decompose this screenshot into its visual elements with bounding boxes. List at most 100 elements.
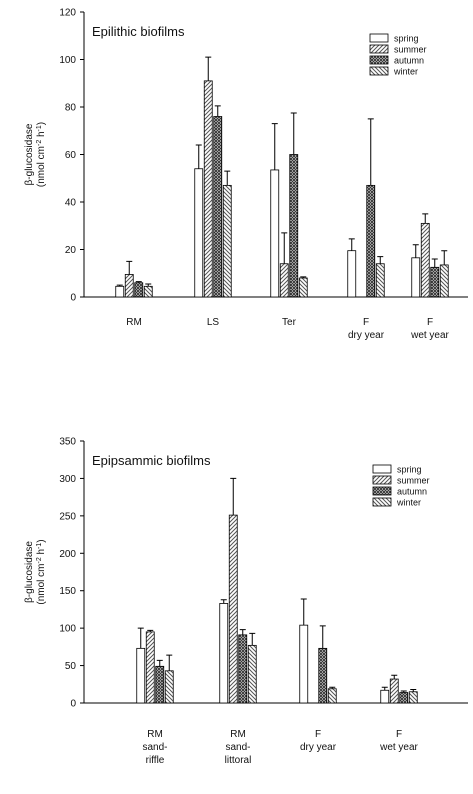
error-bar <box>214 105 221 117</box>
bar <box>411 257 421 298</box>
chart-title: Epilithic biofilms <box>92 24 185 39</box>
y-tick-label: 100 <box>59 624 76 635</box>
y-tick-label: 60 <box>65 150 77 161</box>
x-tick-line: LS <box>207 317 220 328</box>
error-bar <box>239 629 246 635</box>
error-bar <box>441 250 448 265</box>
bar <box>380 689 390 704</box>
bar <box>298 277 308 298</box>
legend-label: winter <box>396 498 421 508</box>
legend-label: summer <box>397 476 430 486</box>
y-tick-label: 20 <box>65 245 77 256</box>
y-axis-label: β-glucosidase <box>24 541 35 603</box>
x-tick-label: RM <box>126 317 142 328</box>
x-tick-line: F <box>396 729 402 740</box>
x-tick-label: RM sand-littoral <box>225 729 252 766</box>
error-bar <box>412 244 419 258</box>
y-axis-unit: (nmol cm-2 h-1) <box>36 122 48 187</box>
legend-swatch <box>372 475 392 485</box>
x-tick-label: LS <box>207 317 220 328</box>
x-tick-line: RM <box>147 729 163 740</box>
x-tick-line: wet year <box>379 742 418 753</box>
y-axis-unit: (nmol cm-2 h-1) <box>36 539 48 604</box>
error-bar <box>422 213 429 224</box>
y-axis-label: β-glucosidase <box>24 123 35 185</box>
error-bar <box>319 625 326 649</box>
bar <box>327 688 337 704</box>
error-bar <box>126 260 133 275</box>
unit-part: -1 <box>36 125 43 131</box>
legend-swatch <box>369 44 389 54</box>
unit-part: -2 <box>36 140 43 146</box>
unit-part: ) <box>36 122 47 125</box>
x-tick-label: Ter <box>282 317 297 328</box>
legend-swatch <box>372 497 392 507</box>
error-bar <box>300 598 307 626</box>
x-tick-line: F <box>363 317 369 328</box>
y-tick-label: 80 <box>65 103 77 114</box>
bar <box>164 670 174 704</box>
error-bar <box>205 56 212 81</box>
error-bar <box>166 654 173 671</box>
unit-part: -2 <box>36 557 43 563</box>
error-bar <box>220 599 227 604</box>
y-tick-label: 350 <box>59 437 76 448</box>
y-tick-label: 120 <box>59 8 76 19</box>
error-bar <box>145 283 152 287</box>
bar <box>375 263 385 298</box>
legend-label: winter <box>393 67 418 77</box>
x-tick-line: F <box>315 729 321 740</box>
error-bar <box>410 689 417 692</box>
y-tick-label: 250 <box>59 511 76 522</box>
x-tick-line: Ter <box>282 317 297 328</box>
y-tick-label: 40 <box>65 198 77 209</box>
error-bar <box>195 144 202 169</box>
error-bar <box>431 258 438 268</box>
unit-part: h <box>36 131 47 139</box>
bar <box>155 665 165 704</box>
y-tick-label: 0 <box>70 293 76 304</box>
unit-part: (nmol cm <box>36 146 47 187</box>
bar <box>399 692 409 704</box>
error-bar <box>135 281 142 283</box>
error-bar <box>400 690 407 693</box>
legend-label: autumn <box>397 487 427 497</box>
error-bar <box>367 118 374 186</box>
bar <box>247 644 257 704</box>
error-bar <box>156 659 163 667</box>
bar <box>145 631 155 704</box>
bar <box>366 184 376 298</box>
legend-label: summer <box>394 45 427 55</box>
bar <box>219 603 229 704</box>
legend-swatch <box>372 464 392 474</box>
y-tick-label: 50 <box>65 661 77 672</box>
x-tick-line: wet year <box>410 330 449 341</box>
bar <box>134 282 144 298</box>
bar <box>289 154 299 298</box>
error-bar <box>391 674 398 680</box>
y-tick-label: 300 <box>59 474 76 485</box>
x-tick-line: sand- <box>225 742 250 753</box>
error-bar <box>300 276 307 278</box>
bar <box>408 691 418 704</box>
x-tick-line: riffle <box>146 755 165 766</box>
legend-swatch <box>372 486 392 496</box>
y-tick-label: 150 <box>59 586 76 597</box>
error-bar <box>381 686 388 691</box>
y-tick-label: 0 <box>70 699 76 710</box>
bar <box>124 274 134 298</box>
error-bar <box>271 123 278 170</box>
y-tick-label: 100 <box>59 55 76 66</box>
error-bar <box>377 256 384 264</box>
legend-label: spring <box>394 34 419 44</box>
error-bar <box>147 629 154 632</box>
error-bar <box>224 170 231 186</box>
error-bar <box>137 627 144 649</box>
error-bar <box>281 232 288 264</box>
bar <box>228 514 238 704</box>
bar <box>238 634 248 704</box>
